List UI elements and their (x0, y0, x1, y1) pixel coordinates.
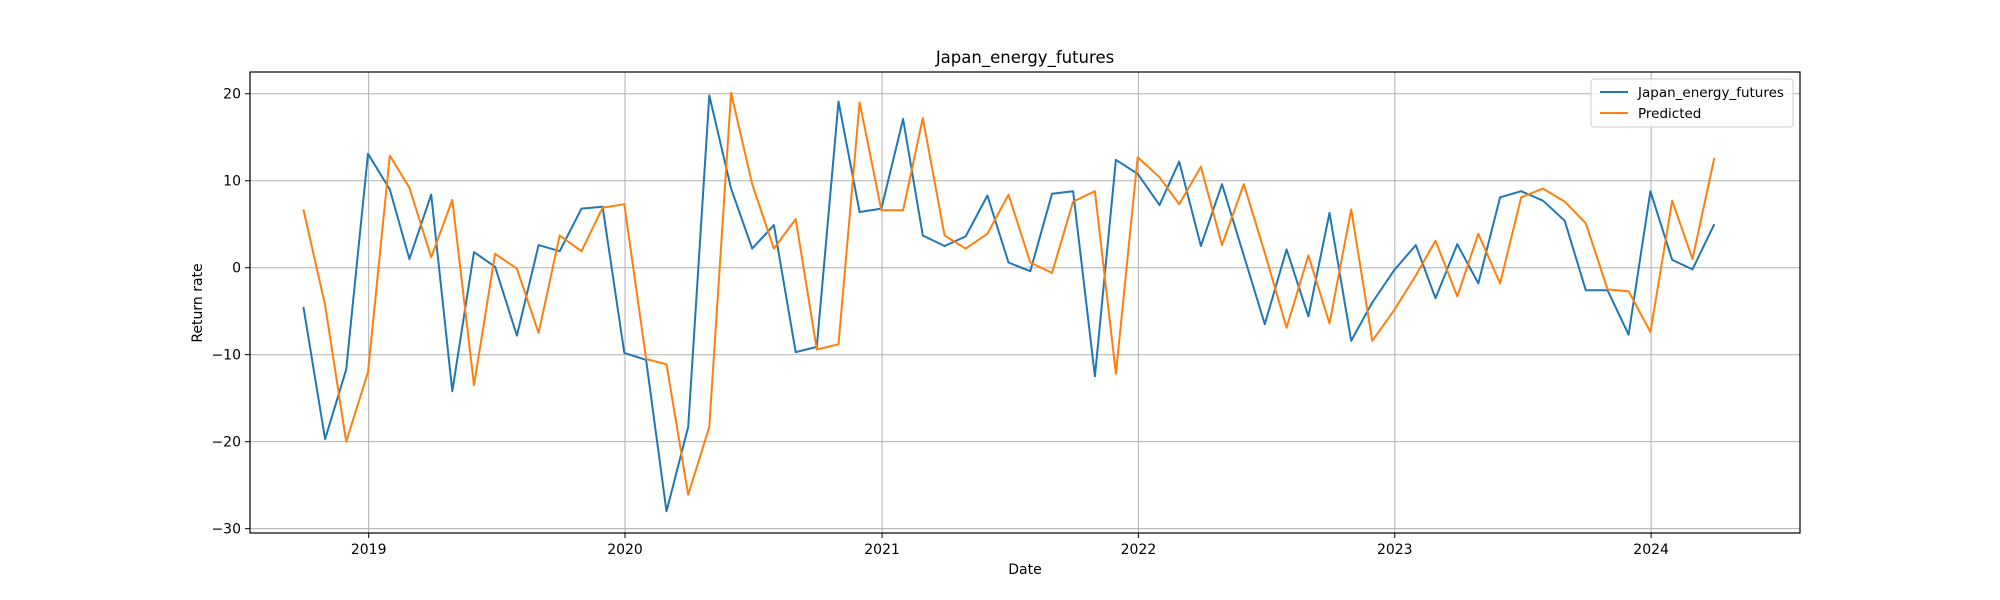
legend: Japan_energy_futures Predicted (1590, 78, 1794, 128)
x-tick-label: 2020 (607, 542, 643, 558)
chart-title: Japan_energy_futures (935, 48, 1114, 68)
axis-ticks: −30 −20 −10 0 10 20 2019 2020 2021 2022 2023 2024 (211, 87, 1669, 558)
y-tick-label: −30 (211, 522, 241, 538)
x-axis-label: Date (1008, 562, 1041, 578)
y-tick-label: 20 (223, 87, 241, 103)
x-tick-label: 2024 (1633, 542, 1669, 558)
legend-label-predicted: Predicted (1638, 106, 1701, 122)
series-line-actual (302, 94, 1716, 513)
plot-frame (249, 71, 1801, 534)
y-tick-label: 0 (232, 261, 241, 277)
x-tick-label: 2022 (1121, 542, 1157, 558)
x-tick-label: 2021 (864, 542, 900, 558)
legend-label-actual: Japan_energy_futures (1637, 85, 1784, 101)
series-lines (302, 91, 1716, 513)
grid (250, 72, 1800, 533)
plot-area (250, 72, 1800, 533)
x-tick-label: 2023 (1377, 542, 1413, 558)
y-tick-label: 10 (223, 174, 241, 190)
x-tick-label: 2019 (351, 542, 387, 558)
y-tick-label: −20 (211, 435, 241, 451)
y-tick-label: −10 (211, 348, 241, 364)
series-line-predicted (302, 91, 1716, 496)
y-axis-label: Return rate (190, 263, 206, 342)
legend-box (1590, 78, 1794, 128)
